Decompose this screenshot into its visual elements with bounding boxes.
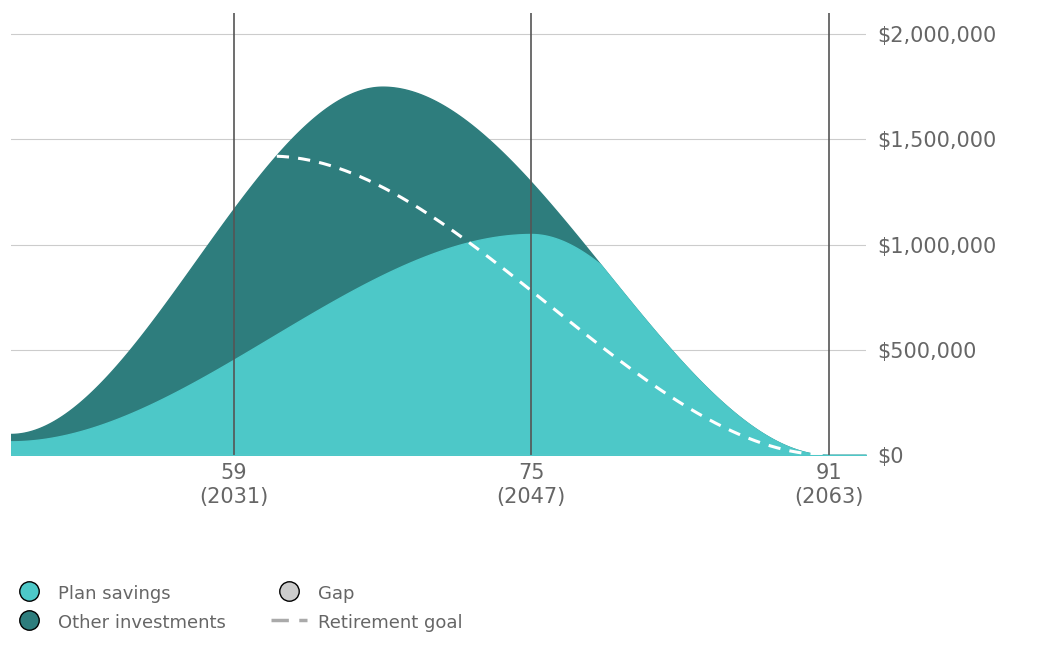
- Legend: Plan savings, Other investments, Gap, Retirement goal: Plan savings, Other investments, Gap, Re…: [11, 584, 463, 632]
